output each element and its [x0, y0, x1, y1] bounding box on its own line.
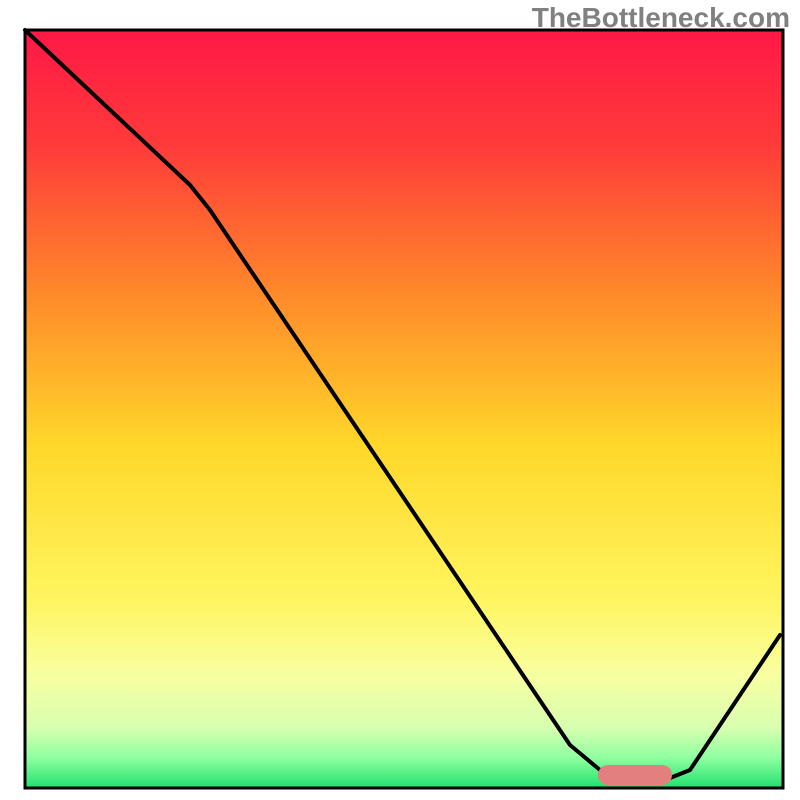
bottleneck-chart: [0, 0, 800, 800]
watermark-text: TheBottleneck.com: [532, 2, 790, 34]
optimal-range-marker: [598, 765, 672, 785]
chart-container: TheBottleneck.com: [0, 0, 800, 800]
plot-background: [25, 30, 783, 788]
